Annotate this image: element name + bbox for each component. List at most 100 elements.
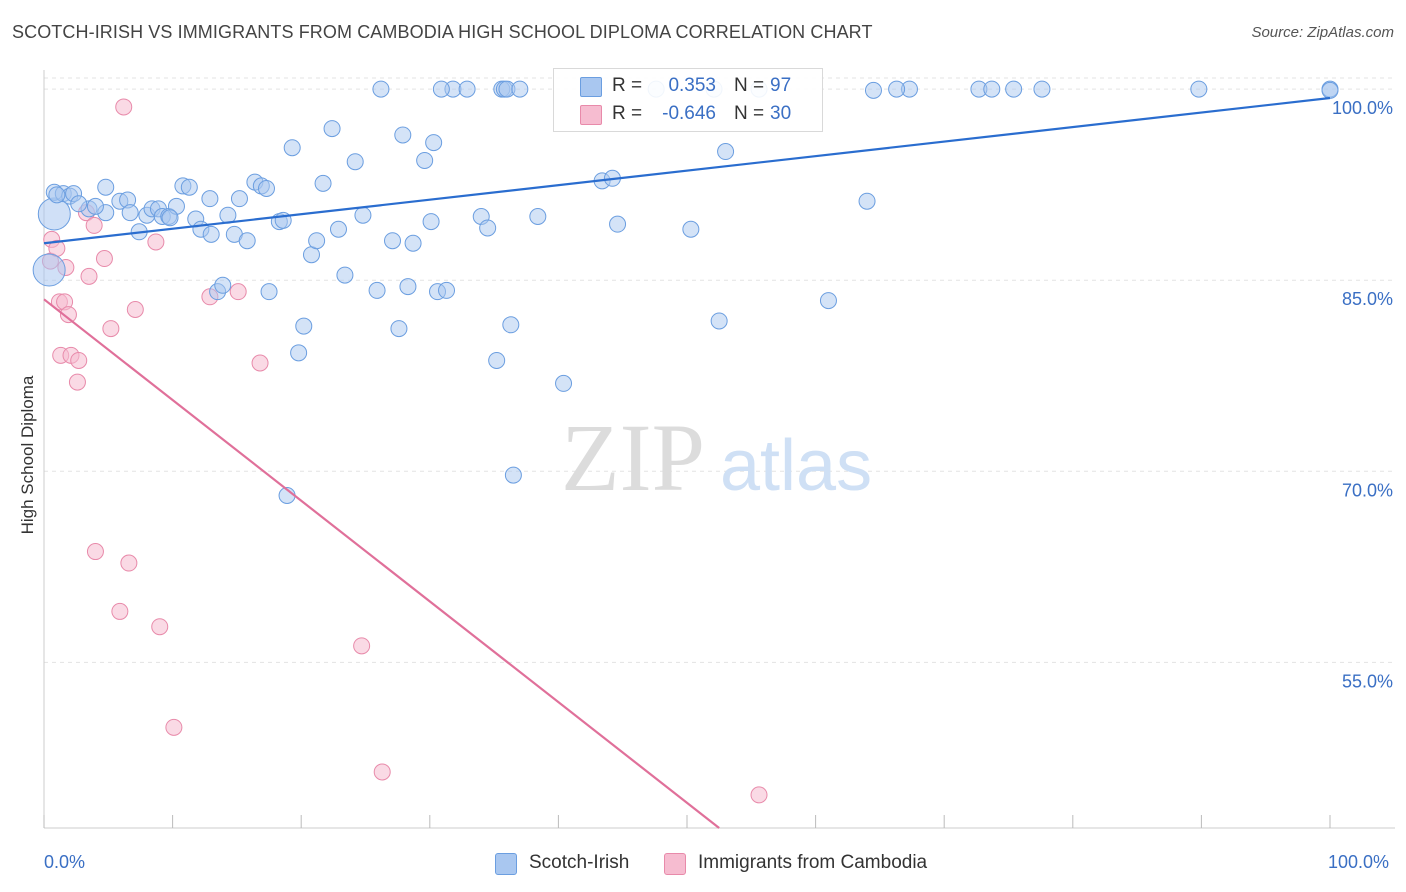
scotch-irish-point <box>682 220 700 238</box>
scotch-irish-point <box>336 266 354 284</box>
gridlines <box>44 77 1395 663</box>
scotch-irish-point <box>214 276 232 294</box>
cambodia-point <box>120 554 138 572</box>
scotch-irish-point <box>180 178 198 196</box>
scotch-irish-point <box>1033 80 1051 98</box>
cambodia-trend-line <box>43 298 720 829</box>
cambodia-point <box>353 637 371 655</box>
scotch-irish-point <box>202 225 220 243</box>
y-tick-label: 55.0% <box>1342 671 1393 691</box>
y-tick-label: 100.0% <box>1332 98 1393 118</box>
scotch-irish-point <box>86 197 104 215</box>
scotch-irish-point <box>479 219 497 237</box>
scotch-irish-point <box>260 283 278 301</box>
legend-swatch-pink <box>664 853 686 875</box>
cambodia-point <box>70 351 88 369</box>
scotch-irish-point <box>416 151 434 169</box>
scotch-irish-point <box>394 126 412 144</box>
scotch-irish-point <box>329 220 347 238</box>
series-legend: Scotch-Irish Immigrants from Cambodia <box>0 852 1406 876</box>
scotch-irish-point <box>458 80 476 98</box>
scotch-irish-point <box>70 195 88 213</box>
scotch-irish-point <box>314 174 332 192</box>
cambodia-point <box>68 373 86 391</box>
y-tick-label: 70.0% <box>1342 480 1393 500</box>
legend-row-cambodia: R = -0.646 N = 30 <box>554 100 822 128</box>
scotch-irish-point <box>161 209 179 227</box>
source-label: Source: ZipAtlas.com <box>1251 24 1394 41</box>
scotch-irish-point <box>323 120 341 138</box>
scotch-irish-point <box>346 153 364 171</box>
y-tick-label: 85.0% <box>1342 289 1393 309</box>
cambodia-point <box>115 98 133 116</box>
scotch-irish-point <box>502 316 520 334</box>
scotch-irish-point <box>283 139 301 157</box>
legend-r-value: 0.353 <box>668 75 716 96</box>
cambodia-point <box>80 267 98 285</box>
scotch-irish-point <box>257 179 275 197</box>
scotch-irish-point <box>555 374 573 392</box>
cambodia-point <box>111 602 129 620</box>
legend-r-label: R = <box>612 103 643 124</box>
scotch-irish-point <box>230 190 248 208</box>
scotch-irish-trend-line <box>43 96 1331 245</box>
legend-n-value: 97 <box>770 75 792 96</box>
x-tick-label-min: 0.0% <box>44 852 86 872</box>
scotch-irish-point <box>504 466 522 484</box>
scotch-irish-point <box>372 80 390 98</box>
legend-label: Scotch-Irish <box>529 852 630 873</box>
legend-r-label: R = <box>612 75 643 96</box>
cambodia-point <box>85 216 103 234</box>
scotch-irish-point <box>710 312 728 330</box>
scotch-irish-point <box>1190 80 1208 98</box>
legend-row-scotch-irish: R = 0.353 N = 97 <box>554 72 822 100</box>
legend-n-value: 30 <box>770 103 792 124</box>
legend-swatch-blue <box>495 853 517 875</box>
scotch-irish-point <box>864 81 882 99</box>
scotch-irish-point-large <box>32 253 66 287</box>
scotch-irish-point <box>308 232 326 250</box>
scotch-irish-point <box>511 80 529 98</box>
scotch-irish-point <box>609 215 627 233</box>
scotch-irish-point <box>425 134 443 152</box>
correlation-legend: R = 0.353 N = 97 R = -0.646 N = 30 <box>553 68 823 132</box>
scotch-irish-point <box>201 190 219 208</box>
legend-n-label: N = <box>734 75 765 96</box>
trend-lines <box>43 96 1331 829</box>
scotch-irish-point <box>97 178 115 196</box>
cambodia-point <box>147 233 165 251</box>
watermark-atlas: atlas <box>720 426 872 506</box>
scotch-irish-point <box>238 232 256 250</box>
legend-r-value: -0.646 <box>662 103 716 124</box>
cambodia-point <box>373 763 391 781</box>
scotch-irish-point <box>121 204 139 222</box>
scotch-irish-point <box>1321 81 1339 99</box>
scotch-irish-point <box>368 281 386 299</box>
scotch-irish-point <box>858 192 876 210</box>
scotch-irish-point <box>1005 80 1023 98</box>
axes <box>43 70 1395 829</box>
legend-swatch-pink <box>580 105 602 125</box>
scotch-irish-point <box>354 206 372 224</box>
scotch-irish-point <box>983 80 1001 98</box>
cambodia-point <box>165 718 183 736</box>
cambodia-point <box>229 283 247 301</box>
cambodia-point <box>95 250 113 268</box>
scotch-irish-point <box>390 320 408 338</box>
scotch-irish-point <box>529 208 547 226</box>
watermark-zip: ZIP <box>561 404 705 511</box>
watermark: ZIP atlas <box>561 404 872 511</box>
scotch-irish-point <box>290 344 308 362</box>
legend-swatch-blue <box>580 77 602 97</box>
cambodia-point <box>102 320 120 338</box>
cambodia-point <box>59 306 77 324</box>
cambodia-point <box>151 618 169 636</box>
cambodia-point <box>86 543 104 561</box>
scotch-irish-point <box>717 143 735 161</box>
scotch-irish-point <box>384 232 402 250</box>
scotch-irish-point <box>438 281 456 299</box>
cambodia-point <box>126 301 144 319</box>
cambodia-point <box>251 354 269 372</box>
scotch-irish-point <box>399 278 417 296</box>
